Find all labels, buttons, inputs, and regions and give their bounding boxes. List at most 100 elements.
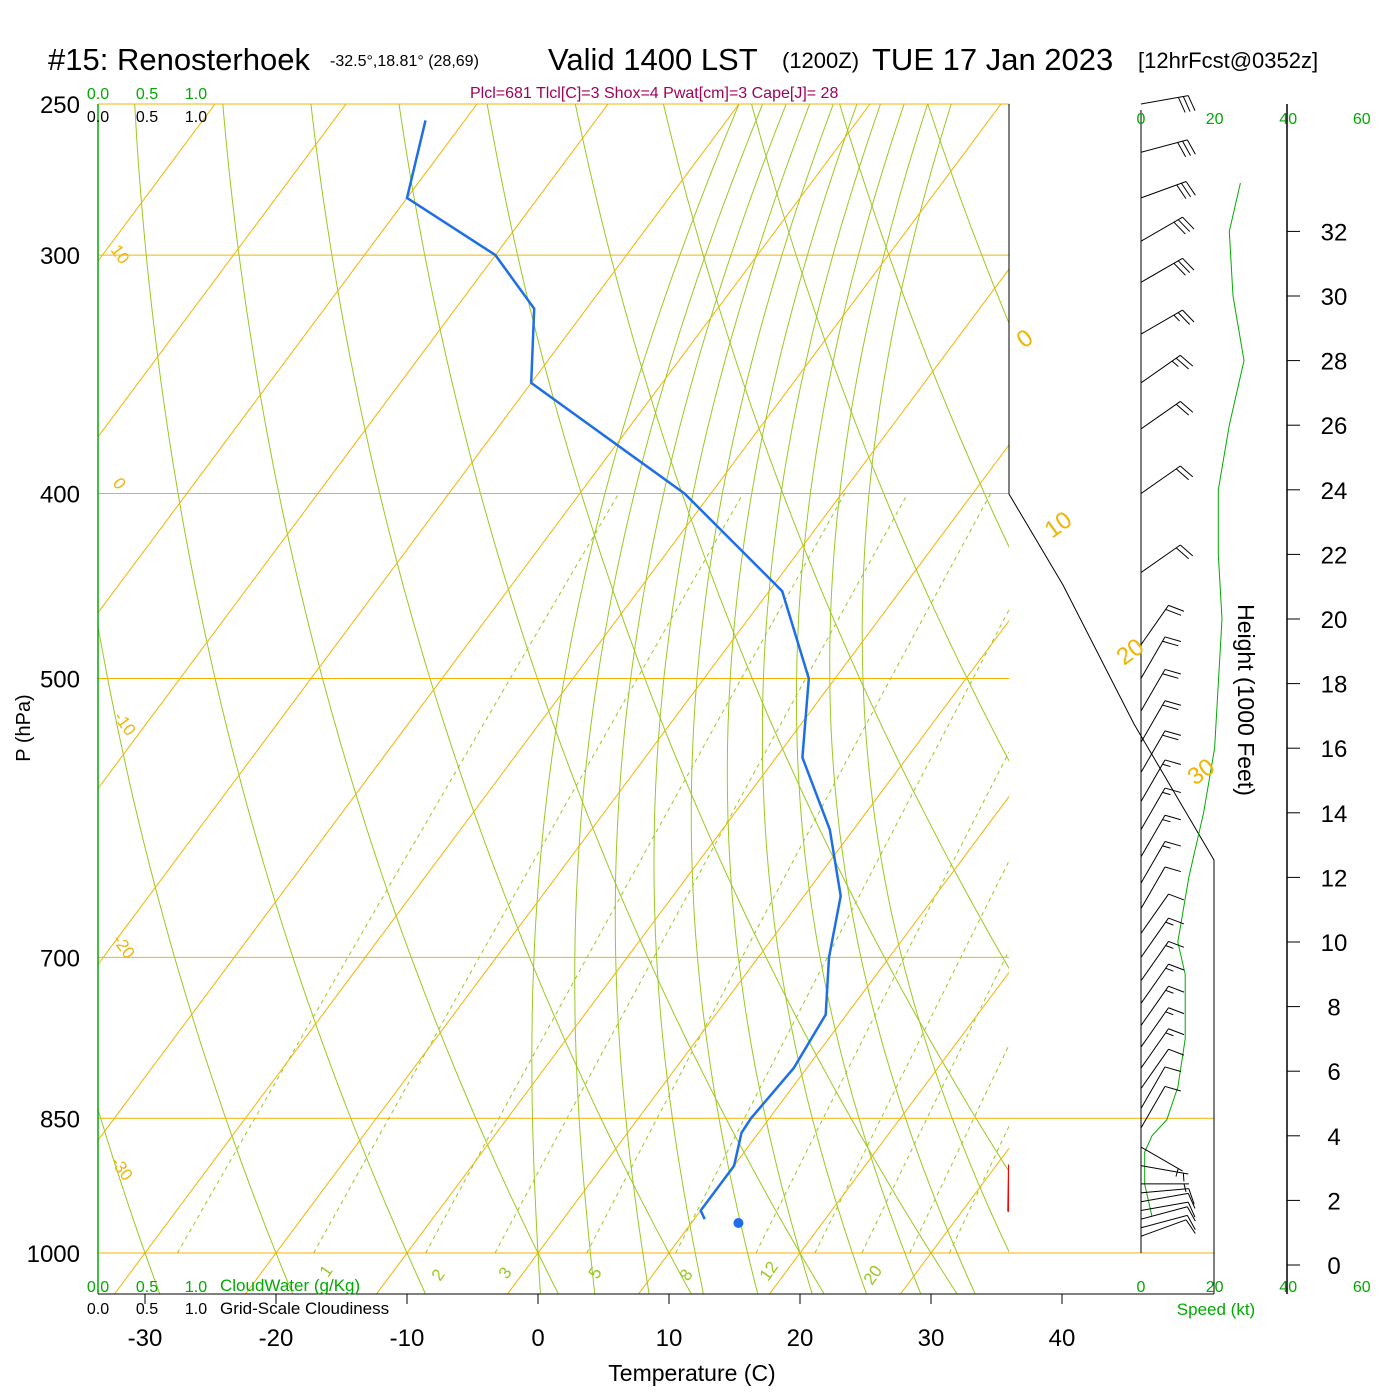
wind-barb <box>1140 636 1181 679</box>
height-axis-label: Height (1000 Feet) <box>1233 604 1259 796</box>
moist-adiabat-line <box>614 104 787 1294</box>
dry-adiabat-line <box>662 104 1009 970</box>
wind-barb-staff <box>1140 1146 1183 1172</box>
wind-barb-feather <box>1173 221 1186 235</box>
wind-barb-half-feather <box>1165 921 1174 926</box>
x-axis-label: Temperature (C) <box>608 1360 775 1386</box>
wind-barb-feather <box>1177 142 1187 158</box>
height-tick-label: 8 <box>1327 995 1340 1022</box>
isotherm-line <box>98 104 871 1142</box>
height-tick-label: 22 <box>1321 542 1348 569</box>
wind-barb-staff <box>1140 257 1183 283</box>
isotherm-line <box>376 444 1009 1294</box>
cloud-water-tick-bottom: 1.0 <box>185 1279 207 1296</box>
sounding-profiles <box>405 120 1009 1228</box>
cloudiness-tick-bottom: 0.5 <box>136 1301 158 1318</box>
wind-barb-half-feather <box>1171 360 1179 367</box>
wind-barb-staff <box>1140 400 1181 430</box>
wind-barb <box>1140 1206 1196 1222</box>
wind-barb <box>1140 1028 1185 1069</box>
height-tick-label: 20 <box>1321 607 1348 634</box>
wind-barb-feather <box>1168 604 1185 612</box>
wind-barb <box>1140 917 1185 958</box>
dry-adiabat-line <box>222 104 559 1294</box>
wind-barb-feather <box>1188 1188 1195 1205</box>
wind-barb <box>1140 544 1194 573</box>
isobars <box>98 103 1214 1254</box>
wind-barb-staff <box>1140 1066 1166 1109</box>
wind-barb <box>1140 985 1185 1026</box>
wind-barb-half-feather <box>1162 763 1171 768</box>
temperature-axis: -30 -20 -10 0 10 20 30 40 <box>128 1294 1075 1352</box>
wind-barb-feather <box>1179 354 1194 367</box>
wind-barb <box>1140 465 1194 494</box>
wind-barb-feather <box>1186 1206 1196 1222</box>
height-tick-label: 10 <box>1321 930 1348 957</box>
wind-barb-feather <box>1182 96 1191 112</box>
height-tick-label: 12 <box>1321 865 1348 892</box>
speed-tick-top: 40 <box>1279 111 1297 128</box>
wind-barb-feather <box>1168 1028 1185 1036</box>
height-tick-label: 28 <box>1321 349 1348 376</box>
height-tick-label: 16 <box>1321 736 1348 763</box>
wind-barb-half-feather <box>1165 989 1174 994</box>
valid-date: TUE 17 Jan 2023 <box>872 42 1113 77</box>
speed-tick-bottom: 60 <box>1353 1279 1371 1296</box>
cloudiness-tick-top: 0.5 <box>136 109 158 126</box>
wind-barb-feather <box>1162 734 1179 741</box>
dry-adiabat-line <box>486 104 958 1294</box>
moist-adiabat-line <box>726 104 858 1294</box>
height-tick-label: 2 <box>1327 1188 1340 1215</box>
wind-barb <box>1140 1146 1183 1177</box>
wind-barb-feather <box>1164 1066 1181 1072</box>
wind-barb <box>1140 1214 1196 1230</box>
wind-barb-staff <box>1140 814 1166 858</box>
valid-zulu: (1200Z) <box>782 48 859 73</box>
wind-barb-half-feather <box>1165 945 1174 949</box>
isotherm-line <box>769 971 1009 1294</box>
wind-barb-staff <box>1140 216 1183 242</box>
mixing-ratio-line <box>494 493 909 1254</box>
wind-barb <box>1140 963 1185 1004</box>
wind-barb <box>1140 814 1181 858</box>
speed-tick-top: 60 <box>1353 111 1371 128</box>
isotherm-line <box>98 104 347 438</box>
wind-barb-feather <box>1177 260 1191 273</box>
wind-barb-feather <box>1165 608 1182 616</box>
wind-barb-feather <box>1164 866 1181 873</box>
speed-tick-bottom: 40 <box>1279 1279 1297 1296</box>
wind-barb-staff <box>1140 941 1169 982</box>
wind-barb-feather <box>1164 636 1181 642</box>
station-coords: -32.5°,18.81° (28,69) <box>330 53 479 70</box>
wind-barb-half-feather <box>1165 1011 1174 1016</box>
dry-adiabat-line <box>839 104 1009 549</box>
cloudiness-tick-top: 1.0 <box>185 109 207 126</box>
speed-tick-top: 20 <box>1206 111 1224 128</box>
wind-barb <box>1140 893 1185 934</box>
wind-barb <box>1140 940 1185 982</box>
wind-barb-feather <box>1186 139 1196 155</box>
x-tick-label: 30 <box>918 1325 945 1352</box>
wind-barb <box>1140 1188 1195 1205</box>
valid-time: Valid 1400 LST <box>548 42 758 77</box>
wind-barb-feather <box>1187 95 1196 111</box>
wind-barb-feather <box>1168 1007 1185 1015</box>
height-tick-label: 26 <box>1321 413 1348 440</box>
wind-barb-staff <box>1140 181 1187 199</box>
wind-barb-feather <box>1182 257 1195 271</box>
wind-barb-feather <box>1168 1048 1185 1056</box>
dry-adiabat-line <box>750 104 1009 762</box>
dry-adiabat-line <box>398 104 825 1294</box>
wind-barb-feather <box>1182 140 1191 156</box>
isotherm-line <box>114 104 1002 1294</box>
dewpoint-surface-marker <box>733 1218 744 1228</box>
moist-adiabat-line <box>574 104 764 1294</box>
wind-barb-staff <box>1140 669 1166 712</box>
wind-barb-staff <box>1140 700 1166 743</box>
isotherm-line <box>98 104 609 790</box>
wind-barb-feather <box>1168 917 1185 925</box>
dry-adiabat-line <box>98 623 293 1294</box>
plot-frame <box>97 104 1215 1295</box>
wind-barb-staff <box>1140 787 1166 830</box>
wind-barb-staff <box>1140 893 1169 934</box>
